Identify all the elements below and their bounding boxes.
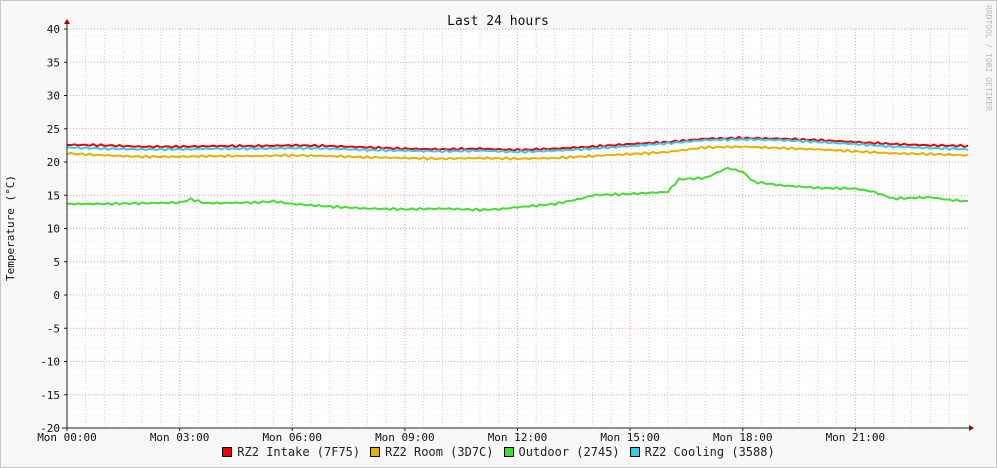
x-tick-label: Mon 12:00 [488, 431, 548, 444]
y-tick-label: 10 [47, 223, 60, 236]
series-layer [66, 135, 969, 212]
legend-label: RZ2 Cooling (3588) [644, 445, 775, 459]
x-tick-labels: Mon 00:00 Mon 03:00 Mon 06:00 Mon 09:00 Mon … [37, 428, 885, 444]
legend-swatch [222, 447, 233, 457]
y-tick-label: 20 [47, 156, 60, 169]
y-tick-label: 25 [47, 123, 60, 136]
grid [66, 28, 968, 429]
legend-item: RZ2 Cooling (3588) [629, 445, 775, 459]
y-axis-label: Temperature (°C) [4, 175, 17, 281]
y-tick-label: -10 [40, 356, 60, 369]
legend-item: RZ2 Room (3D7C) [370, 445, 494, 459]
legend-swatch [370, 447, 381, 457]
x-tick-label: Mon 06:00 [262, 431, 322, 444]
legend-swatch [503, 447, 514, 457]
y-tick-label: 40 [47, 23, 60, 36]
y-tick-label: -15 [40, 389, 60, 402]
legend: RZ2 Intake (7F75) RZ2 Room (3D7C) Outdoor … [0, 445, 997, 459]
series-line [66, 135, 969, 152]
legend-label: Outdoor (2745) [518, 445, 620, 459]
axes [62, 19, 974, 431]
x-tick-label: Mon 09:00 [375, 431, 435, 444]
x-tick-label: Mon 18:00 [713, 431, 773, 444]
legend-item: RZ2 Intake (7F75) [222, 445, 360, 459]
legend-label: RZ2 Intake (7F75) [237, 445, 361, 459]
x-axis-arrow [969, 425, 974, 431]
y-tick-labels: 40 35 30 25 20 15 10 5 0 -5 -10 -15 -20 [40, 23, 67, 435]
y-tick-label: -5 [47, 322, 60, 335]
series-line [66, 166, 969, 212]
x-tick-label: Mon 03:00 [150, 431, 210, 444]
y-axis-arrow [64, 19, 70, 24]
y-tick-label: 5 [53, 256, 60, 269]
series-line [66, 145, 969, 161]
legend-label: RZ2 Room (3D7C) [385, 445, 494, 459]
y-tick-label: 0 [53, 289, 60, 302]
y-tick-label: -20 [40, 422, 60, 435]
chart-title: Last 24 hours [447, 14, 549, 29]
watermark: RRDTOOL / TOBI OETIKER [984, 5, 993, 111]
legend-item: Outdoor (2745) [503, 445, 620, 459]
x-tick-label: Mon 00:00 [37, 431, 97, 444]
y-tick-label: 30 [47, 90, 60, 103]
x-tick-label: Mon 21:00 [826, 431, 886, 444]
legend-swatch [629, 447, 640, 457]
x-tick-label: Mon 15:00 [600, 431, 660, 444]
y-tick-label: 35 [47, 56, 60, 69]
series-line [66, 137, 969, 154]
y-tick-label: 15 [47, 189, 60, 202]
